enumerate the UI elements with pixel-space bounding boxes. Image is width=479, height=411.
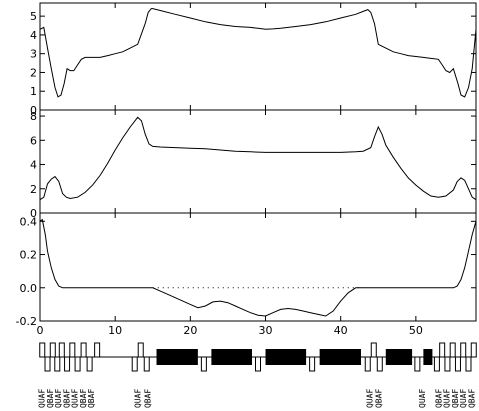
element-name-label-6: QBAF [87, 389, 96, 408]
middle-panel: 0 2 4 6 8 [30, 109, 477, 220]
element-name-label-15: QUAF [459, 389, 468, 408]
quadrupole-magnet-19 [309, 356, 316, 372]
top-ytick-label-5: 5 [30, 10, 37, 23]
quadrupole-magnet-32 [460, 342, 467, 358]
element-name-label-14: QBAF [451, 389, 460, 408]
quadrupole-magnet-8 [80, 342, 87, 358]
element-name-label-1: QBAF [46, 389, 55, 408]
dipole-magnet-24 [385, 349, 413, 365]
quadrupole-magnet-0 [39, 342, 46, 358]
dipole-magnet-18 [265, 349, 307, 365]
element-name-label-10: QBAF [374, 389, 383, 408]
middle-ytick-label-3: 6 [30, 134, 37, 147]
quadrupole-magnet-10 [94, 342, 101, 358]
top-series-line-0 [39, 8, 477, 98]
bottom-ytick-label-3: 0.4 [20, 215, 38, 228]
quadrupole-magnet-23 [376, 356, 383, 372]
quadrupole-magnet-7 [74, 356, 81, 372]
top-ytick-label-1: 1 [30, 85, 37, 98]
quadrupole-magnet-17 [255, 356, 261, 372]
element-name-label-8: QBAF [143, 389, 152, 408]
middle-ytick-label-1: 2 [30, 183, 37, 196]
top-ytick-label-0: 0 [30, 104, 37, 117]
top-ytick-label-3: 3 [30, 48, 37, 61]
dipole-magnet-26 [423, 349, 433, 365]
element-name-label-4: QUAF [71, 389, 80, 408]
quadrupole-magnet-12 [137, 342, 144, 358]
dipole-magnet-20 [319, 349, 361, 365]
element-name-label-12: QBAF [434, 389, 443, 408]
dipole-magnet-14 [156, 349, 198, 365]
top-ytick-label-2: 2 [30, 66, 37, 79]
bottom-xtick-label-2: 20 [183, 324, 197, 337]
middle-ytick-label-4: 8 [30, 110, 37, 123]
quadrupole-magnet-1 [44, 356, 51, 372]
quadrupole-magnet-22 [370, 342, 377, 358]
element-name-label-7: QUAF [134, 389, 143, 408]
quadrupole-magnet-34 [470, 342, 477, 358]
top-panel: 0 1 2 3 4 5 [30, 2, 477, 117]
middle-plot-frame [39, 109, 477, 214]
quadrupole-magnet-13 [143, 356, 150, 372]
bottom-panel: -0.2 0.0 0.2 0.4 0 10 20 30 40 50 [16, 212, 477, 337]
element-name-label-5: QBAF [79, 389, 88, 408]
middle-ytick-label-0: 0 [30, 207, 37, 220]
bottom-xtick-label-1: 10 [108, 324, 122, 337]
dipole-magnet-16 [211, 349, 252, 365]
quadrupole-magnet-9 [86, 356, 93, 372]
quadrupole-magnet-6 [69, 342, 76, 358]
quadrupole-magnet-28 [439, 342, 446, 358]
quadrupole-magnet-25 [414, 356, 421, 372]
bottom-xtick-label-4: 40 [334, 324, 348, 337]
bottom-ytick-label-2: 0.2 [20, 249, 38, 262]
quadrupole-magnet-4 [58, 342, 65, 358]
bottom-plot-frame [39, 212, 477, 322]
element-name-label-13: QUAF [443, 389, 452, 408]
element-name-label-9: QUAF [365, 389, 374, 408]
element-name-label-2: QUAF [54, 389, 63, 408]
quadrupole-magnet-33 [465, 356, 472, 372]
quadrupole-magnet-31 [454, 356, 461, 372]
quadrupole-magnet-30 [449, 342, 456, 358]
middle-ytick-label-2: 4 [30, 159, 37, 172]
bottom-xtick-label-0: 0 [37, 324, 44, 337]
element-name-label-0: QUAF [38, 389, 47, 408]
bottom-xtick-label-5: 50 [409, 324, 423, 337]
quadrupole-magnet-3 [54, 356, 61, 372]
quadrupole-magnet-27 [433, 356, 440, 372]
bottom-ytick-label-0: -0.2 [16, 315, 37, 328]
top-ytick-label-4: 4 [30, 29, 37, 42]
element-name-label-3: QBAF [62, 389, 71, 408]
element-name-label-11: QUAF [418, 389, 427, 408]
quadrupole-magnet-21 [364, 356, 371, 372]
quadrupole-magnet-11 [131, 356, 138, 372]
quadrupole-magnet-5 [64, 356, 71, 372]
quadrupole-magnet-15 [200, 356, 207, 372]
quadrupole-magnet-2 [49, 342, 56, 358]
bottom-ytick-label-1: 0.0 [20, 282, 38, 295]
quadrupole-magnet-29 [444, 356, 451, 372]
bottom-xtick-label-3: 30 [259, 324, 273, 337]
middle-series-line-0 [39, 116, 477, 201]
element-name-label-16: QBAF [467, 389, 476, 408]
bottom-series-line-0 [39, 218, 477, 317]
magnet-layout-strip: QUAF QBAF QUAF QBAF QUAF QBAF QBAF QUAF QBAF QUAF… [38, 342, 477, 408]
